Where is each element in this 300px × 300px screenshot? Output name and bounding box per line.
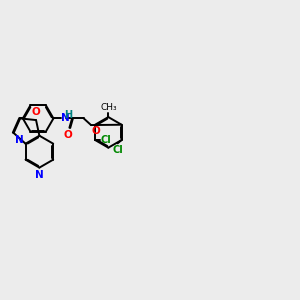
Text: N: N xyxy=(61,113,70,123)
Text: O: O xyxy=(64,130,73,140)
Text: H: H xyxy=(64,110,73,120)
Text: Cl: Cl xyxy=(112,146,123,155)
Text: N: N xyxy=(35,170,44,180)
Text: O: O xyxy=(31,107,40,117)
Text: O: O xyxy=(92,126,100,136)
Text: N: N xyxy=(15,135,23,145)
Text: Cl: Cl xyxy=(101,135,112,145)
Text: CH₃: CH₃ xyxy=(100,103,117,112)
